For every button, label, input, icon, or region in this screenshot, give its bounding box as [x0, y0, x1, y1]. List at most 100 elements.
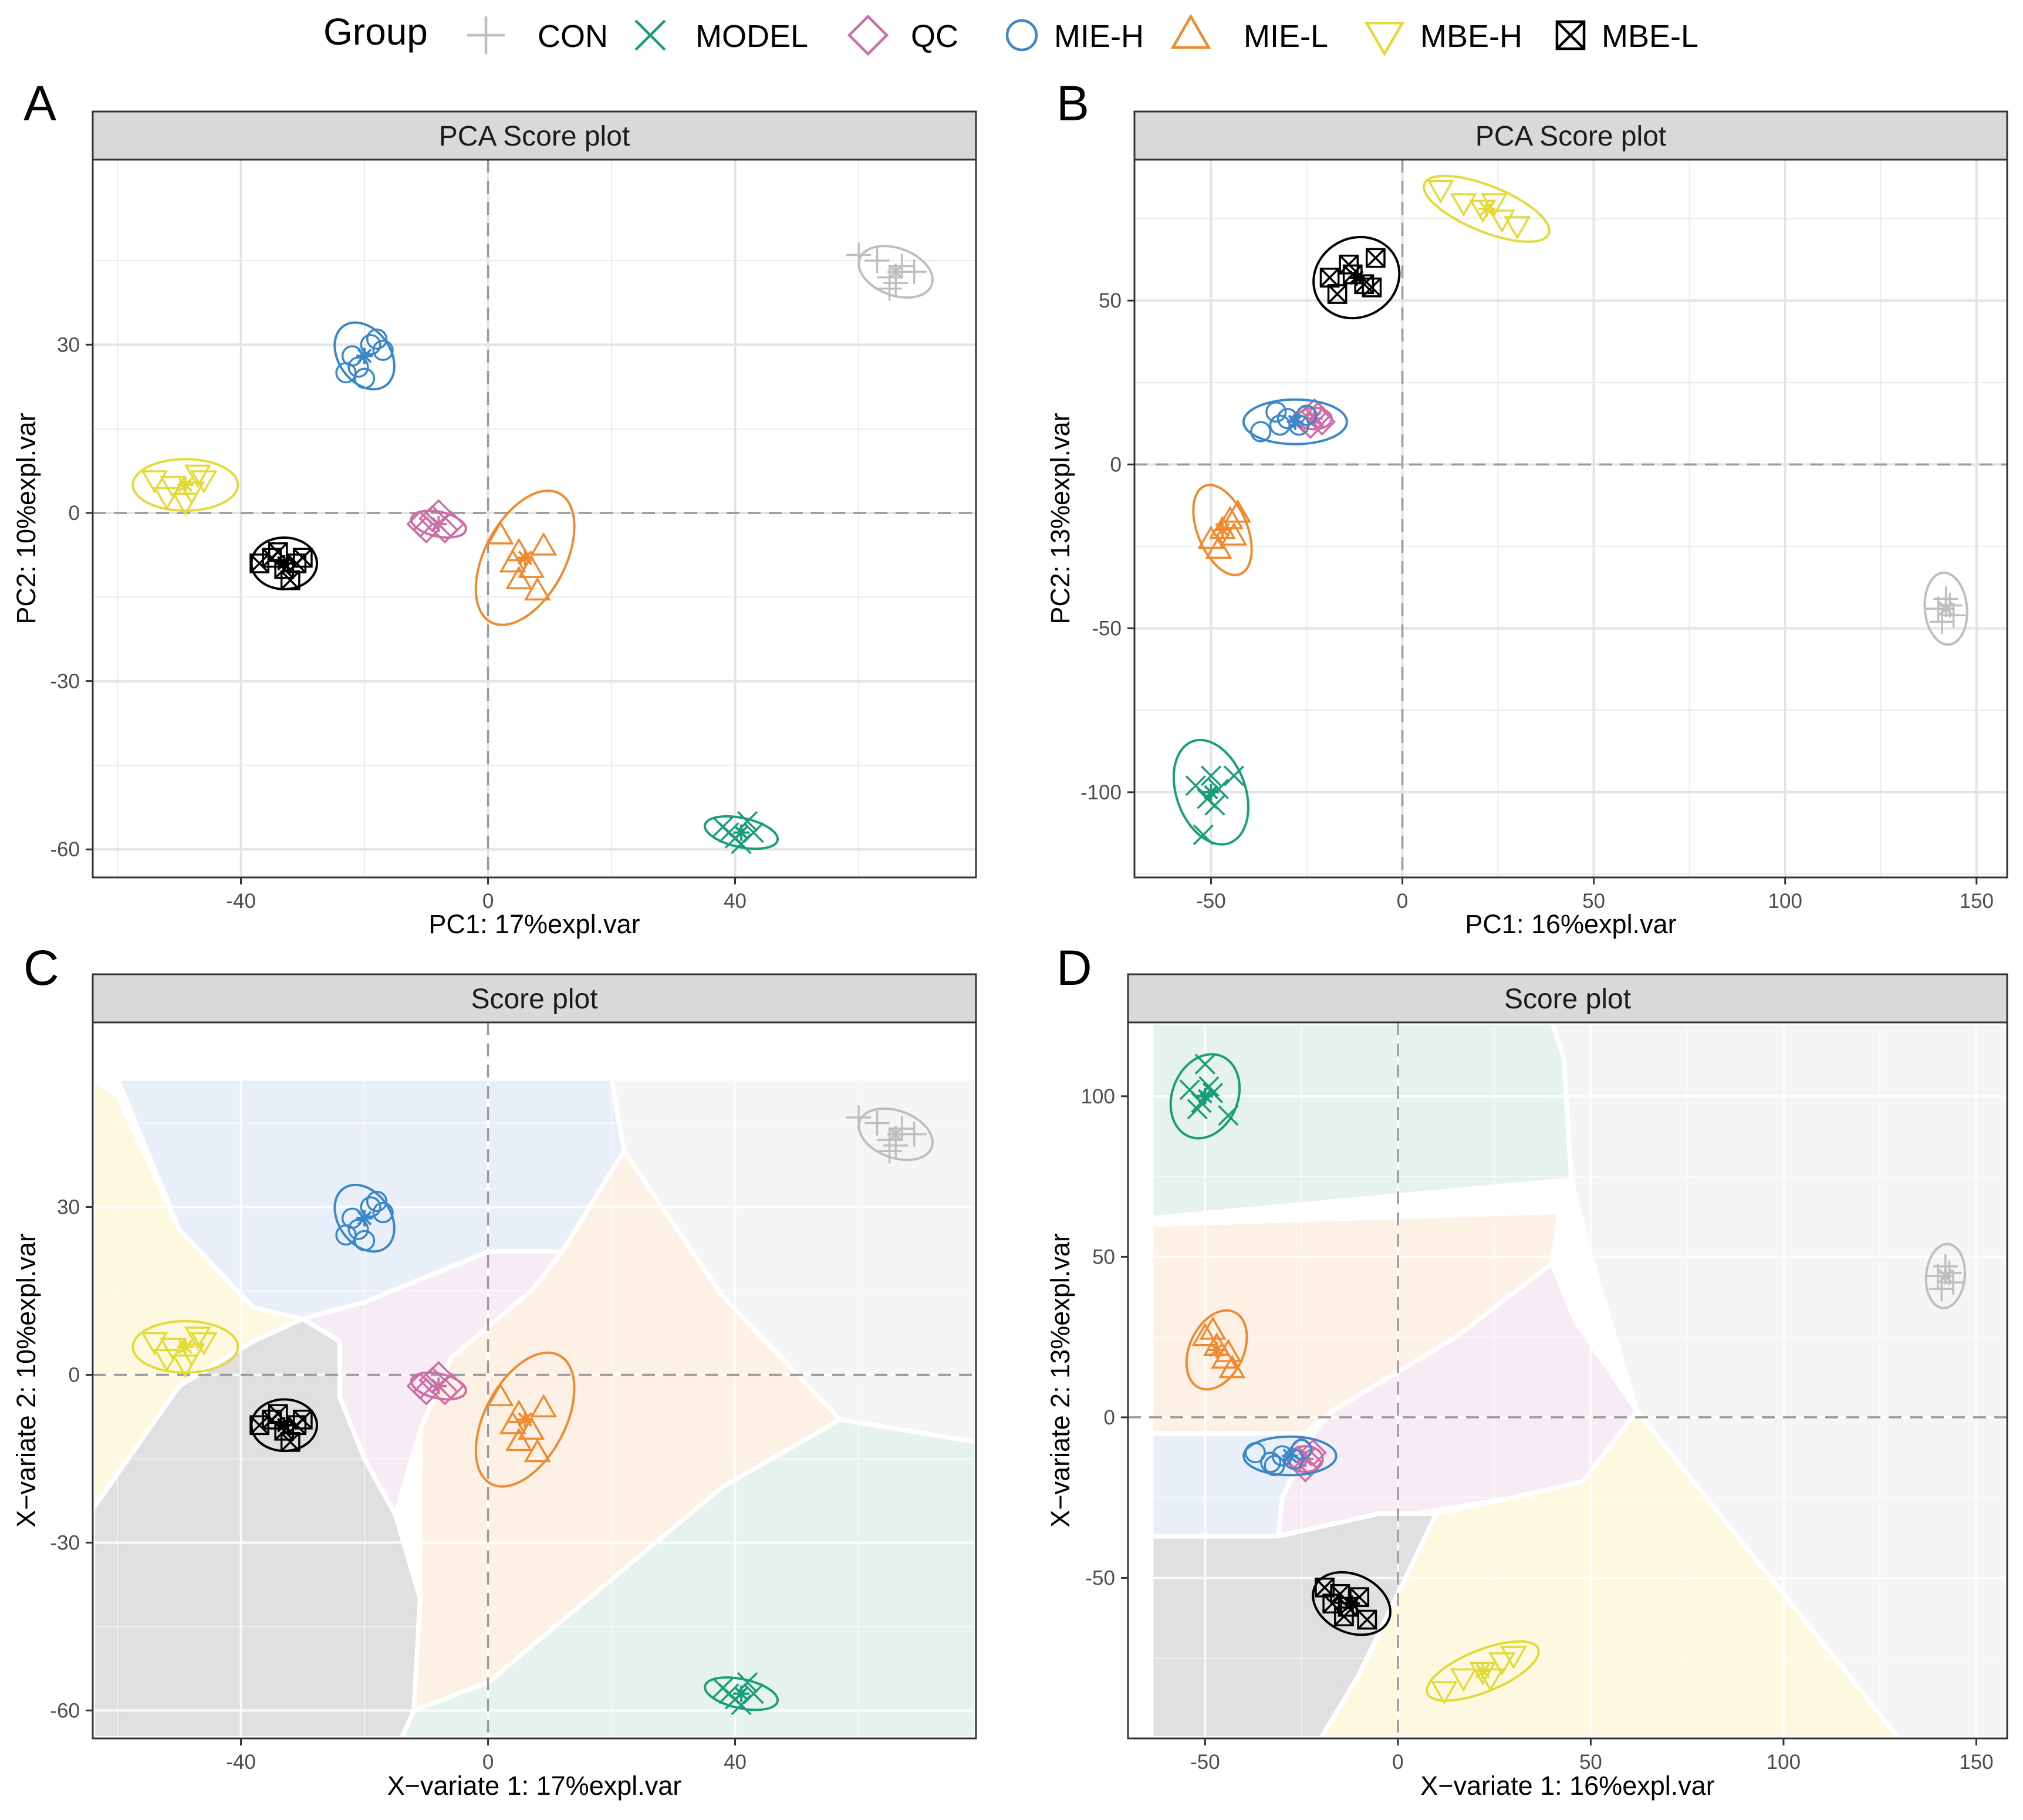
point-model	[1223, 765, 1245, 786]
point-mie-l	[530, 1394, 558, 1418]
x-tick-label: 0	[1392, 1751, 1403, 1774]
point-mbe-h	[1450, 193, 1477, 217]
centroid-mie-l	[518, 1412, 533, 1427]
gridlines	[93, 1022, 976, 1738]
point-mbe-l	[1362, 277, 1382, 298]
series-con	[1924, 1242, 1966, 1309]
x-tick-label: -50	[1190, 1751, 1220, 1774]
point-mbe-l	[1366, 248, 1386, 268]
point-con	[901, 1122, 927, 1147]
ellipse-mbe-h	[1423, 174, 1551, 243]
point-mbe-h	[141, 1332, 168, 1356]
point-mbe-l	[280, 570, 300, 590]
panel-label: B	[1056, 76, 1089, 131]
centroid-mie-h	[357, 1211, 372, 1225]
centroid-model	[734, 1686, 749, 1701]
x-tick-label: 100	[1767, 1751, 1801, 1774]
point-mie-l	[1217, 505, 1244, 529]
point-mie-h	[1296, 404, 1318, 426]
point-mbe-h	[1481, 193, 1508, 217]
legend-label-model: MODEL	[695, 19, 808, 54]
legend: Group CON MODEL QC MIE-H MIE-L MBE-H MBE-L	[323, 11, 1698, 57]
point-mie-l	[518, 1416, 545, 1440]
series-model	[704, 1672, 779, 1716]
legend-marker-mie-l	[1170, 13, 1211, 49]
y-tick-label: 0	[69, 502, 80, 525]
point-qc	[412, 1377, 440, 1406]
ellipse-mbe-l	[1312, 235, 1401, 320]
series-mie-l	[1192, 484, 1253, 576]
plot-background	[1134, 160, 2007, 877]
point-mie-h	[347, 356, 369, 378]
centroid-qc	[431, 1379, 446, 1393]
point-mbe-h	[171, 1355, 199, 1378]
x-tick-label: 100	[1768, 890, 1802, 913]
y-tick-label: -60	[50, 838, 80, 861]
legend-marker-model	[634, 19, 666, 51]
point-mie-h	[1244, 1441, 1266, 1464]
x-axis-label: X−variate 1: 17%expl.var	[387, 1771, 682, 1801]
plot-background	[93, 160, 976, 877]
point-mie-h	[366, 328, 388, 350]
point-model	[1204, 795, 1225, 816]
point-mie-l	[518, 554, 545, 578]
point-mbe-h	[1504, 216, 1531, 240]
x-tick-label: -50	[1196, 890, 1226, 913]
point-con	[901, 259, 927, 285]
point-con	[846, 242, 872, 268]
panel-title: Score plot	[1504, 984, 1631, 1015]
panel-c: C Score plot -40 0 40 -60 -30 0 30 X−variate 1: 1…	[11, 940, 977, 1801]
legend-label-mbe-l: MBE-L	[1602, 19, 1698, 54]
series-mbe-l	[1312, 235, 1401, 320]
x-tick-label: 0	[1397, 890, 1408, 913]
y-axis-label: X−variate 2: 13%expl.var	[1045, 1233, 1075, 1528]
point-mie-l	[1224, 499, 1252, 523]
ellipse-con	[857, 1107, 934, 1161]
legend-label-mie-h: MIE-H	[1054, 19, 1144, 54]
point-model	[1208, 778, 1230, 799]
series-model	[704, 811, 779, 855]
point-mbe-h	[153, 487, 181, 511]
centroid-model	[1204, 785, 1218, 800]
y-tick-label: -100	[1080, 781, 1122, 804]
centroid-mbe-h	[178, 477, 193, 492]
series-mie-l	[474, 1351, 576, 1488]
x-tick-label: 40	[724, 1751, 747, 1774]
x-tick-label: 0	[482, 1751, 494, 1774]
legend-marker-qc	[847, 14, 889, 56]
centroid-con	[1938, 1268, 1953, 1284]
point-mie-h	[1269, 414, 1291, 436]
legend-marker-mie-h	[1005, 19, 1038, 52]
panel-d: D Score plot -50 0 50 100 150 -50 0 50 100 X−variat…	[1045, 940, 2008, 1801]
y-tick-label: -50	[1085, 1566, 1115, 1589]
point-mie-h	[366, 1190, 388, 1213]
x-tick-label: 0	[482, 890, 494, 913]
centroid-mie-h	[1282, 1448, 1298, 1463]
point-mie-l	[1191, 1322, 1219, 1346]
centroid-mie-h	[1288, 414, 1303, 430]
y-tick-label: -30	[50, 670, 80, 693]
point-model	[1200, 765, 1222, 786]
y-tick-label: -30	[50, 1531, 80, 1554]
series-mbe-h	[131, 1319, 239, 1378]
centroid-qc	[431, 516, 446, 532]
legend-label-mie-l: MIE-L	[1244, 19, 1328, 54]
x-tick-label: 150	[1959, 1751, 1993, 1774]
panel-label: C	[23, 940, 59, 995]
point-mie-l	[505, 566, 533, 589]
gridlines	[93, 160, 976, 877]
plot-area	[93, 160, 976, 877]
legend-marker-con	[467, 16, 505, 54]
series-mie-l	[1185, 1309, 1248, 1391]
series-mie-h	[333, 321, 396, 391]
legend-title: Group	[323, 11, 428, 53]
point-mbe-l	[1319, 268, 1340, 288]
ellipse-mbe-h	[131, 1319, 239, 1374]
y-tick-label: 30	[57, 333, 80, 356]
y-tick-label: -50	[1092, 617, 1122, 640]
y-tick-label: 0	[1110, 453, 1122, 476]
point-mbe-h	[1427, 180, 1454, 204]
point-mbe-h	[1500, 1646, 1527, 1670]
point-mie-h	[1265, 401, 1287, 423]
point-mbe-h	[190, 1332, 218, 1356]
